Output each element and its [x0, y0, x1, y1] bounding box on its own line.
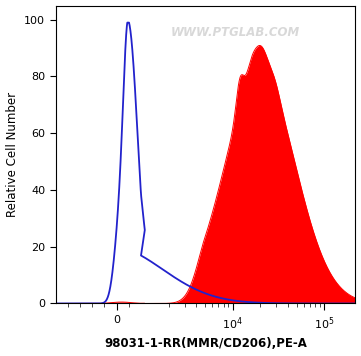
Y-axis label: Relative Cell Number: Relative Cell Number — [5, 92, 18, 217]
Text: WWW.PTGLAB.COM: WWW.PTGLAB.COM — [171, 26, 300, 40]
X-axis label: 98031-1-RR(MMR/CD206),PE-A: 98031-1-RR(MMR/CD206),PE-A — [104, 337, 307, 350]
